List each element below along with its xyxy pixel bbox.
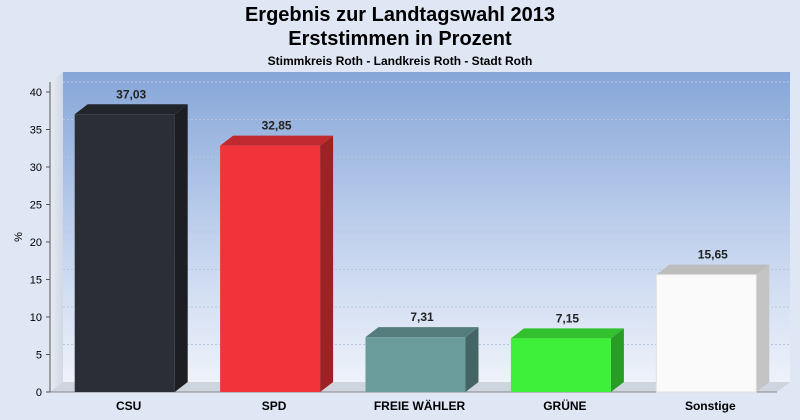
y-tick-label: 20: [30, 237, 42, 249]
x-tick-label: GRÜNE: [543, 398, 586, 413]
bar-csu: [74, 104, 188, 393]
y-tick-label: 25: [30, 200, 42, 212]
y-tick-label: 10: [30, 312, 42, 324]
y-tick-label: 30: [30, 162, 42, 174]
chart-subtitle: Erststimmen in Prozent: [288, 28, 512, 50]
bar-freie-w-hler: [365, 327, 479, 392]
y-axis-label: %: [13, 232, 25, 242]
chart-subsubtitle: Stimmkreis Roth - Landkreis Roth - Stadt…: [267, 54, 533, 68]
bar-gr-ne: [510, 328, 624, 392]
y-tick-label: 5: [36, 350, 42, 362]
y-tick-label: 0: [36, 387, 42, 399]
x-axis: CSU SPD FREIE WÄHLER GRÜNE Sonstige: [116, 398, 736, 413]
x-tick-label: Sonstige: [685, 399, 736, 413]
chart-title: Ergebnis zur Landtagswahl 2013: [244, 4, 556, 26]
bar-spd: [220, 135, 334, 392]
x-tick-label: FREIE WÄHLER: [374, 398, 466, 413]
x-tick-label: CSU: [116, 399, 141, 413]
x-tick-label: SPD: [262, 399, 287, 413]
y-axis: 0 5 10 15 20 25 30 35 40: [30, 82, 51, 399]
data-label: 32,85: [262, 119, 292, 133]
y-tick-label: 40: [30, 87, 42, 99]
data-label: 7,15: [556, 311, 580, 325]
y-tick-label: 35: [30, 125, 42, 137]
data-label: 7,31: [410, 310, 434, 324]
bars: 37,03 32,85 7,31 7,15 15,65: [74, 87, 770, 393]
data-label: 37,03: [116, 87, 146, 101]
y-tick-label: 15: [30, 275, 42, 287]
data-label: 15,65: [698, 248, 728, 262]
bar-sonstige: [655, 264, 770, 393]
